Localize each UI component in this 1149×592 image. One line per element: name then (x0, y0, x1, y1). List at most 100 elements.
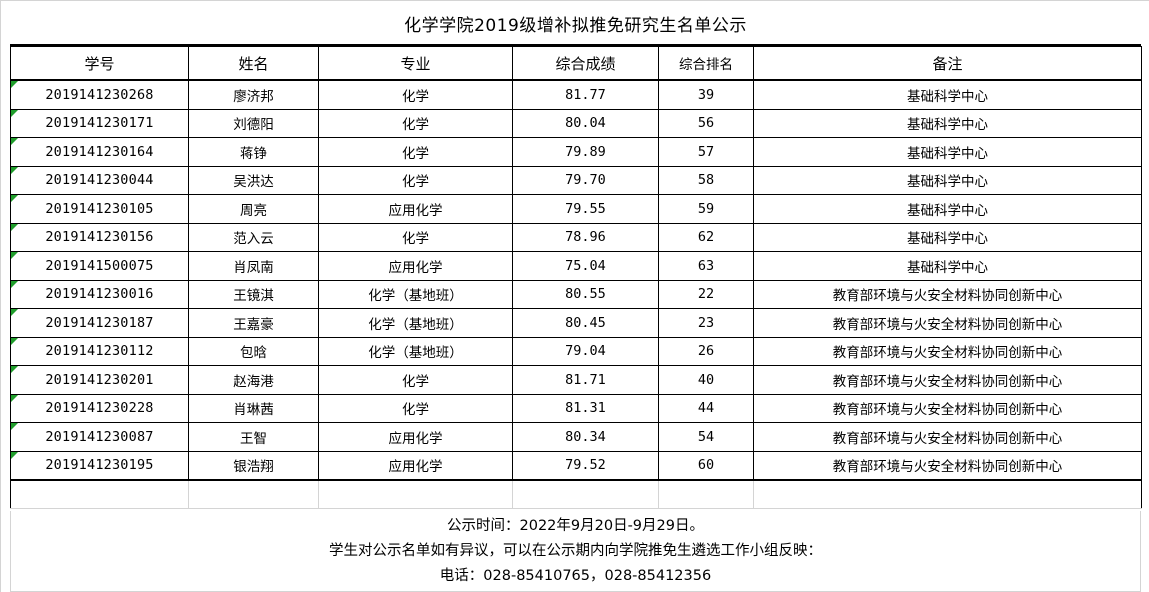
cell-note[interactable]: 基础科学中心 (753, 108, 1142, 138)
cell-score[interactable]: 75.04 (512, 251, 659, 281)
table-row[interactable]: 2019141230156 范入云 化学 78.96 62 基础科学中心 (10, 222, 1142, 252)
cell-name[interactable]: 肖凤南 (188, 251, 319, 281)
cell-note[interactable]: 教育部环境与火安全材料协同创新中心 (753, 279, 1142, 309)
table-row[interactable]: 2019141230087 王智 应用化学 80.34 54 教育部环境与火安全材料协同创… (10, 422, 1142, 452)
cell-rank[interactable]: 59 (658, 194, 754, 224)
table-row[interactable]: 2019141230228 肖琳茜 化学 81.31 44 教育部环境与火安全材料协同创新… (10, 393, 1142, 423)
cell-score[interactable]: 78.96 (512, 222, 659, 252)
cell-major[interactable]: 化学（基地班） (318, 308, 513, 338)
cell-rank[interactable]: 40 (658, 365, 754, 395)
empty-cell[interactable] (10, 479, 189, 509)
cell-student-id[interactable]: 2019141230105 (10, 194, 189, 224)
table-row[interactable]: 2019141230164 蒋铮 化学 79.89 57 基础科学中心 (10, 137, 1142, 167)
cell-student-id[interactable]: 2019141230044 (10, 165, 189, 195)
cell-note[interactable]: 基础科学中心 (753, 251, 1142, 281)
cell-student-id[interactable]: 2019141230016 (10, 279, 189, 309)
cell-score[interactable]: 79.55 (512, 194, 659, 224)
cell-score[interactable]: 81.77 (512, 79, 659, 110)
cell-score[interactable]: 79.04 (512, 336, 659, 366)
cell-major[interactable]: 应用化学 (318, 422, 513, 452)
column-header-major[interactable]: 专业 (318, 46, 513, 81)
column-header-id[interactable]: 学号 (10, 46, 189, 81)
table-row[interactable]: 2019141230112 包晗 化学（基地班） 79.04 26 教育部环境与火安全材料… (10, 336, 1142, 366)
cell-rank[interactable]: 44 (658, 393, 754, 423)
cell-rank[interactable]: 63 (658, 251, 754, 281)
cell-name[interactable]: 吴洪达 (188, 165, 319, 195)
cell-name[interactable]: 包晗 (188, 336, 319, 366)
cell-student-id[interactable]: 2019141230228 (10, 393, 189, 423)
cell-name[interactable]: 蒋铮 (188, 137, 319, 167)
cell-rank[interactable]: 39 (658, 79, 754, 110)
cell-name[interactable]: 王智 (188, 422, 319, 452)
column-header-note[interactable]: 备注 (753, 46, 1142, 81)
cell-rank[interactable]: 60 (658, 450, 754, 481)
table-row[interactable]: 2019141230105 周亮 应用化学 79.55 59 基础科学中心 (10, 194, 1142, 224)
cell-score[interactable]: 81.31 (512, 393, 659, 423)
cell-score[interactable]: 81.71 (512, 365, 659, 395)
column-header-name[interactable]: 姓名 (188, 46, 319, 81)
column-header-rank[interactable]: 综合排名 (658, 46, 754, 81)
cell-rank[interactable]: 58 (658, 165, 754, 195)
empty-cell[interactable] (658, 479, 754, 509)
table-row[interactable]: 2019141230201 赵海港 化学 81.71 40 教育部环境与火安全材料协同创新… (10, 365, 1142, 395)
cell-student-id[interactable]: 2019141230268 (10, 79, 189, 110)
cell-major[interactable]: 化学（基地班） (318, 336, 513, 366)
cell-major[interactable]: 应用化学 (318, 194, 513, 224)
cell-note[interactable]: 教育部环境与火安全材料协同创新中心 (753, 308, 1142, 338)
cell-score[interactable]: 80.45 (512, 308, 659, 338)
cell-student-id[interactable]: 2019141500075 (10, 251, 189, 281)
cell-major[interactable]: 化学 (318, 79, 513, 110)
empty-cell[interactable] (753, 479, 1142, 509)
cell-score[interactable]: 80.55 (512, 279, 659, 309)
column-header-score[interactable]: 综合成绩 (512, 46, 659, 81)
cell-name[interactable]: 刘德阳 (188, 108, 319, 138)
empty-spacer-row[interactable] (10, 479, 1142, 509)
cell-note[interactable]: 基础科学中心 (753, 194, 1142, 224)
cell-note[interactable]: 基础科学中心 (753, 137, 1142, 167)
cell-note[interactable]: 教育部环境与火安全材料协同创新中心 (753, 422, 1142, 452)
cell-name[interactable]: 银浩翔 (188, 450, 319, 481)
cell-student-id[interactable]: 2019141230156 (10, 222, 189, 252)
cell-major[interactable]: 化学 (318, 222, 513, 252)
table-row[interactable]: 2019141230195 银浩翔 应用化学 79.52 60 教育部环境与火安全材料协同… (10, 450, 1142, 481)
cell-student-id[interactable]: 2019141230187 (10, 308, 189, 338)
cell-note[interactable]: 教育部环境与火安全材料协同创新中心 (753, 450, 1142, 481)
cell-student-id[interactable]: 2019141230171 (10, 108, 189, 138)
cell-note[interactable]: 教育部环境与火安全材料协同创新中心 (753, 393, 1142, 423)
table-row[interactable]: 2019141230016 王镜淇 化学（基地班） 80.55 22 教育部环境与火安全材… (10, 279, 1142, 309)
cell-score[interactable]: 79.52 (512, 450, 659, 481)
cell-name[interactable]: 王镜淇 (188, 279, 319, 309)
empty-cell[interactable] (188, 479, 319, 509)
cell-major[interactable]: 化学 (318, 108, 513, 138)
cell-student-id[interactable]: 2019141230201 (10, 365, 189, 395)
cell-rank[interactable]: 57 (658, 137, 754, 167)
cell-major[interactable]: 化学 (318, 137, 513, 167)
cell-major[interactable]: 应用化学 (318, 450, 513, 481)
cell-name[interactable]: 赵海港 (188, 365, 319, 395)
cell-student-id[interactable]: 2019141230112 (10, 336, 189, 366)
cell-student-id[interactable]: 2019141230195 (10, 450, 189, 481)
cell-rank[interactable]: 62 (658, 222, 754, 252)
cell-score[interactable]: 80.34 (512, 422, 659, 452)
cell-score[interactable]: 79.70 (512, 165, 659, 195)
cell-name[interactable]: 廖济邦 (188, 79, 319, 110)
cell-rank[interactable]: 22 (658, 279, 754, 309)
table-row[interactable]: 2019141230044 吴洪达 化学 79.70 58 基础科学中心 (10, 165, 1142, 195)
cell-name[interactable]: 范入云 (188, 222, 319, 252)
empty-cell[interactable] (318, 479, 513, 509)
cell-major[interactable]: 化学 (318, 365, 513, 395)
cell-name[interactable]: 王嘉豪 (188, 308, 319, 338)
cell-name[interactable]: 肖琳茜 (188, 393, 319, 423)
cell-rank[interactable]: 26 (658, 336, 754, 366)
cell-score[interactable]: 79.89 (512, 137, 659, 167)
cell-note[interactable]: 基础科学中心 (753, 222, 1142, 252)
cell-rank[interactable]: 23 (658, 308, 754, 338)
cell-note[interactable]: 基础科学中心 (753, 79, 1142, 110)
cell-score[interactable]: 80.04 (512, 108, 659, 138)
cell-major[interactable]: 化学 (318, 393, 513, 423)
cell-major[interactable]: 化学（基地班） (318, 279, 513, 309)
cell-name[interactable]: 周亮 (188, 194, 319, 224)
table-row[interactable]: 2019141500075 肖凤南 应用化学 75.04 63 基础科学中心 (10, 251, 1142, 281)
cell-student-id[interactable]: 2019141230164 (10, 137, 189, 167)
empty-cell[interactable] (512, 479, 659, 509)
